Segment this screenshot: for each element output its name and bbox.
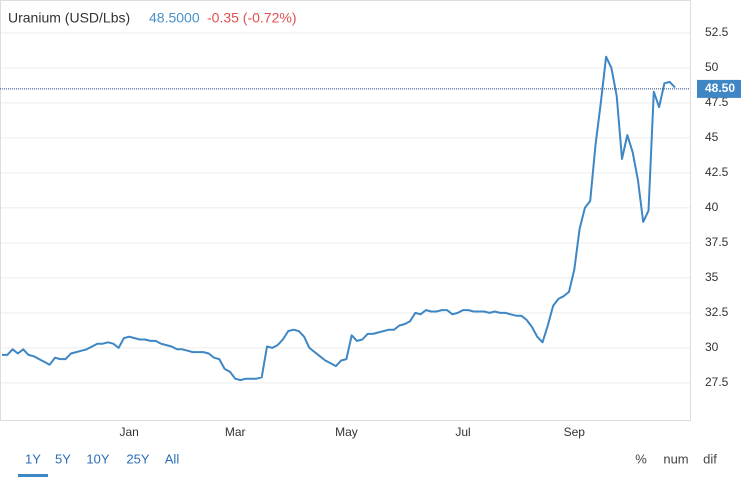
plot-frame	[0, 0, 691, 421]
x-tick-label: Sep	[564, 425, 586, 439]
y-tick-label: 45	[705, 130, 719, 144]
range-button[interactable]: 10Y	[86, 451, 109, 466]
chart-title: Uranium (USD/Lbs)	[8, 10, 130, 26]
y-tick-label: 30	[705, 340, 719, 354]
last-price-box	[697, 79, 741, 98]
price-line	[2, 55, 676, 382]
last-price-label: 48.50	[705, 81, 735, 95]
y-tick-label: 50	[705, 60, 719, 74]
mode-button[interactable]: %	[635, 451, 647, 466]
y-tick-label: 40	[705, 200, 719, 214]
range-button[interactable]: 1Y	[25, 451, 41, 466]
y-tick-label: 42.5	[705, 165, 729, 179]
x-tick-label: May	[335, 425, 358, 439]
y-tick-label: 35	[705, 270, 719, 284]
x-tick-label: Mar	[225, 425, 246, 439]
y-tick-label: 52.5	[705, 25, 729, 39]
price: 48.5000	[149, 10, 200, 26]
range-button[interactable]: 25Y	[126, 451, 149, 466]
change: -0.35 (-0.72%)	[207, 10, 296, 26]
range-underline	[18, 474, 48, 477]
mode-button[interactable]: num	[663, 451, 688, 466]
range-button[interactable]: All	[165, 451, 180, 466]
range-button[interactable]: 5Y	[55, 451, 71, 466]
x-tick-label: Jan	[120, 425, 139, 439]
mode-button[interactable]: dif	[703, 451, 717, 466]
x-tick-label: Jul	[455, 425, 470, 439]
y-tick-label: 47.5	[705, 95, 729, 109]
y-tick-label: 37.5	[705, 235, 729, 249]
y-tick-label: 32.5	[705, 305, 729, 319]
y-tick-label: 27.5	[705, 375, 729, 389]
